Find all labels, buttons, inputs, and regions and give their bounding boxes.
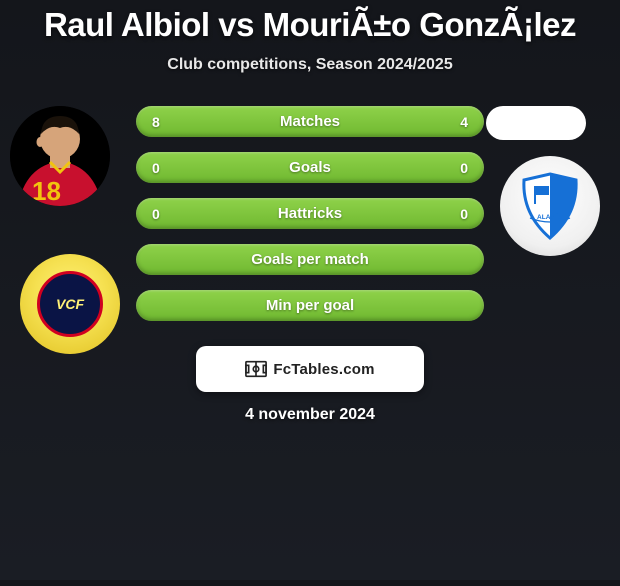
stat-label: Goals [289,159,331,176]
player1-club-badge-inner: VCF [37,271,103,337]
player1-club-initials: VCF [56,296,84,312]
player1-avatar: 18 [10,106,110,206]
stat-label: Hattricks [278,205,342,222]
stat-label: Min per goal [266,297,354,314]
stat-pills: 8 Matches 4 0 Goals 0 0 Hattricks 0 Goal… [136,106,484,321]
stat-right-value: 4 [460,114,468,130]
stat-pill-goals: 0 Goals 0 [136,152,484,183]
player1-club-badge: VCF [20,254,120,354]
stat-pill-min-per-goal: Min per goal [136,290,484,321]
stat-left-value: 0 [152,160,160,176]
player1-avatar-svg: 18 [10,106,110,206]
stat-label: Matches [280,113,340,130]
svg-text:ALAVÉS: ALAVÉS [537,212,564,221]
stat-pill-hattricks: 0 Hattricks 0 [136,198,484,229]
brand-text: FcTables.com [273,361,374,378]
date-text: 4 november 2024 [0,406,620,424]
stat-right-value: 0 [460,206,468,222]
stat-left-value: 8 [152,114,160,130]
stat-label: Goals per match [251,251,369,268]
player2-club-badge: ALAVÉS [500,156,600,256]
player2-club-badge-svg: ALAVÉS [510,166,590,246]
subtitle: Club competitions, Season 2024/2025 [0,56,620,74]
stat-pill-matches: 8 Matches 4 [136,106,484,137]
pitch-icon [245,358,267,380]
page-title: Raul Albiol vs MouriÃ±o GonzÃ¡lez [0,6,620,44]
brand-footer: FcTables.com [196,346,424,392]
player1-jersey-number: 18 [32,176,61,206]
player2-avatar [486,106,586,140]
stat-right-value: 0 [460,160,468,176]
stat-pill-goals-per-match: Goals per match [136,244,484,275]
stat-left-value: 0 [152,206,160,222]
